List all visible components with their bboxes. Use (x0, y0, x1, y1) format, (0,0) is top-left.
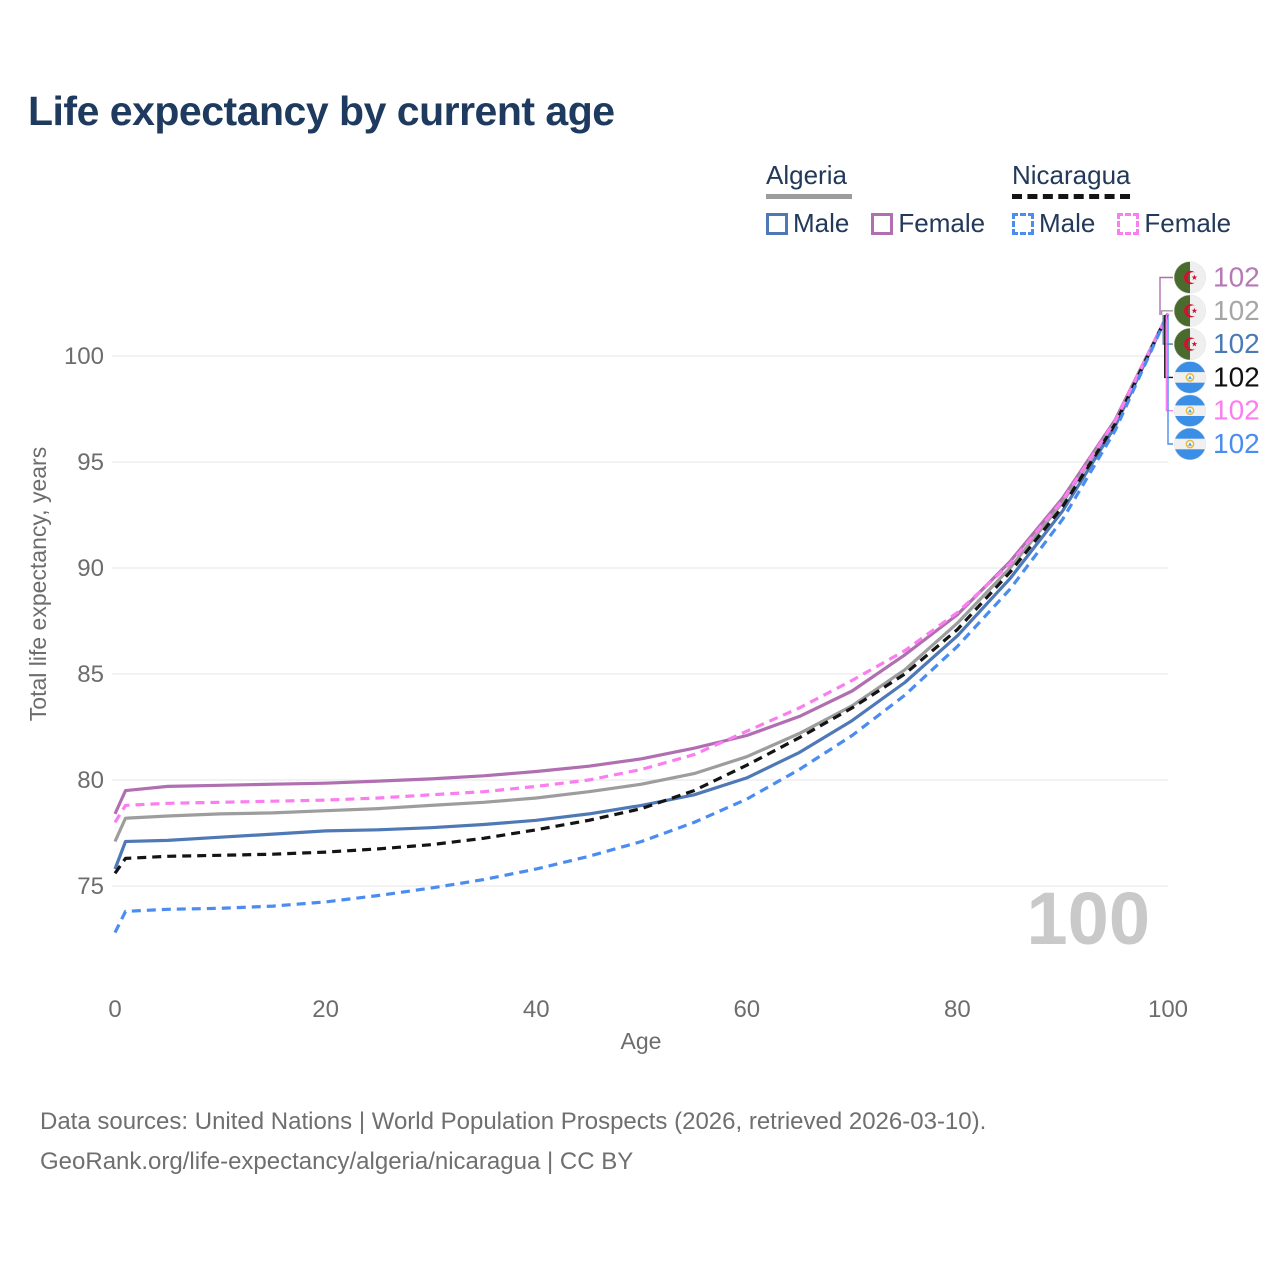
end-label-connector (1164, 315, 1173, 379)
x-tick-100: 100 (1148, 996, 1188, 1023)
y-tick-80: 80 (77, 767, 104, 794)
end-label-connector (1160, 310, 1173, 315)
series-line-nicaragua-female[interactable] (113, 312, 1170, 824)
y-tick-75: 75 (77, 873, 104, 900)
x-tick-20: 20 (312, 996, 339, 1023)
y-tick-100: 100 (64, 343, 104, 370)
end-label-connector (1165, 315, 1173, 412)
series-line-nicaragua-both-sexes[interactable] (113, 312, 1170, 875)
legend-label-nicaragua-male[interactable]: Male (1039, 208, 1096, 238)
series-line-nicaragua-male[interactable] (113, 312, 1170, 934)
legend-group-nicaragua: Nicaragua Male Female (1012, 160, 1231, 239)
end-label-connector (1167, 315, 1173, 445)
y-tick-85: 85 (77, 661, 104, 688)
legend-swatch-nicaragua-female[interactable] (1117, 212, 1140, 235)
end-label-connector (1159, 276, 1173, 315)
footer-attribution: GeoRank.org/life-expectancy/algeria/nica… (40, 1148, 634, 1175)
x-axis-title: Age (621, 1028, 662, 1054)
x-tick-0: 0 (108, 996, 121, 1023)
legend-swatch-algeria-male[interactable] (766, 212, 788, 235)
legend-label-algeria-female[interactable]: Female (898, 208, 986, 238)
legend-country-nicaragua[interactable]: Nicaragua (1012, 160, 1131, 190)
legend-underline-nicaragua (1012, 194, 1130, 199)
end-label-nicaragua-both-sexes[interactable]: 102 (1213, 361, 1260, 392)
legend-group-algeria: Algeria Male Female (766, 160, 985, 239)
legend-country-algeria[interactable]: Algeria (766, 160, 847, 190)
legend-underline-algeria (766, 194, 852, 199)
flag-icon-algeria[interactable] (1174, 294, 1206, 327)
flag-icon-nicaragua[interactable] (1174, 361, 1206, 394)
footer-data-sources: Data sources: United Nations | World Pop… (40, 1108, 987, 1135)
end-label-algeria-female[interactable]: 102 (1213, 262, 1260, 293)
end-label-algeria-male[interactable]: 102 (1213, 328, 1260, 359)
series-line-algeria-both-sexes[interactable] (113, 312, 1170, 843)
y-tick-90: 90 (77, 555, 104, 582)
watermark-age: 100 (1027, 877, 1150, 960)
x-tick-60: 60 (733, 996, 760, 1023)
page-title: Life expectancy by current age (28, 88, 615, 134)
series-line-algeria-male[interactable] (113, 312, 1170, 870)
legend-swatch-nicaragua-male[interactable] (1012, 212, 1034, 235)
end-label-connector (1162, 315, 1173, 345)
end-label-algeria-both-sexes[interactable]: 102 (1213, 295, 1260, 326)
end-label-nicaragua-male[interactable]: 102 (1213, 428, 1260, 459)
flag-icon-algeria[interactable] (1174, 261, 1206, 294)
series-line-algeria-female[interactable] (113, 312, 1170, 815)
flag-icon-nicaragua[interactable] (1174, 394, 1206, 427)
end-label-nicaragua-female[interactable]: 102 (1213, 395, 1260, 426)
x-tick-80: 80 (944, 996, 971, 1023)
y-tick-95: 95 (77, 449, 104, 476)
legend-label-algeria-male[interactable]: Male (793, 208, 850, 238)
y-axis-title: Total life expectancy, years (25, 447, 51, 721)
x-tick-40: 40 (523, 996, 550, 1023)
legend-swatch-algeria-female[interactable] (871, 212, 894, 235)
flag-icon-nicaragua[interactable] (1174, 428, 1206, 460)
flag-icon-algeria[interactable] (1174, 328, 1206, 361)
legend-label-nicaragua-female[interactable]: Female (1144, 208, 1232, 238)
